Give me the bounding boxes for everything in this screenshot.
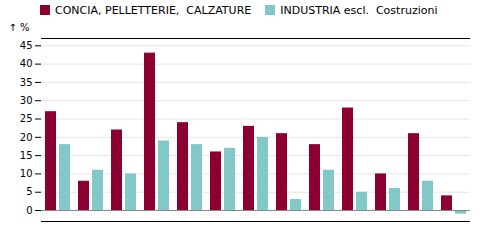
svg-text:35: 35 bbox=[20, 77, 33, 88]
svg-text:20: 20 bbox=[20, 132, 33, 143]
svg-text:15: 15 bbox=[20, 150, 33, 161]
svg-text:0: 0 bbox=[26, 205, 32, 216]
svg-text:30: 30 bbox=[20, 95, 33, 106]
svg-text:40: 40 bbox=[20, 58, 33, 69]
html-text:INDUSTRIA escl. Costruzioni: INDUSTRIA escl. Costruzioni bbox=[280, 3, 438, 17]
svg-text:10: 10 bbox=[20, 168, 33, 179]
svg-text:45: 45 bbox=[20, 40, 33, 51]
svg-text:↑ %: ↑ % bbox=[9, 22, 30, 33]
svg-text:5: 5 bbox=[26, 186, 32, 197]
html-text:CONCIA, PELLETTERIE, CALZATURE: CONCIA, PELLETTERIE, CALZATURE bbox=[55, 3, 252, 17]
svg-text:25: 25 bbox=[20, 113, 33, 124]
